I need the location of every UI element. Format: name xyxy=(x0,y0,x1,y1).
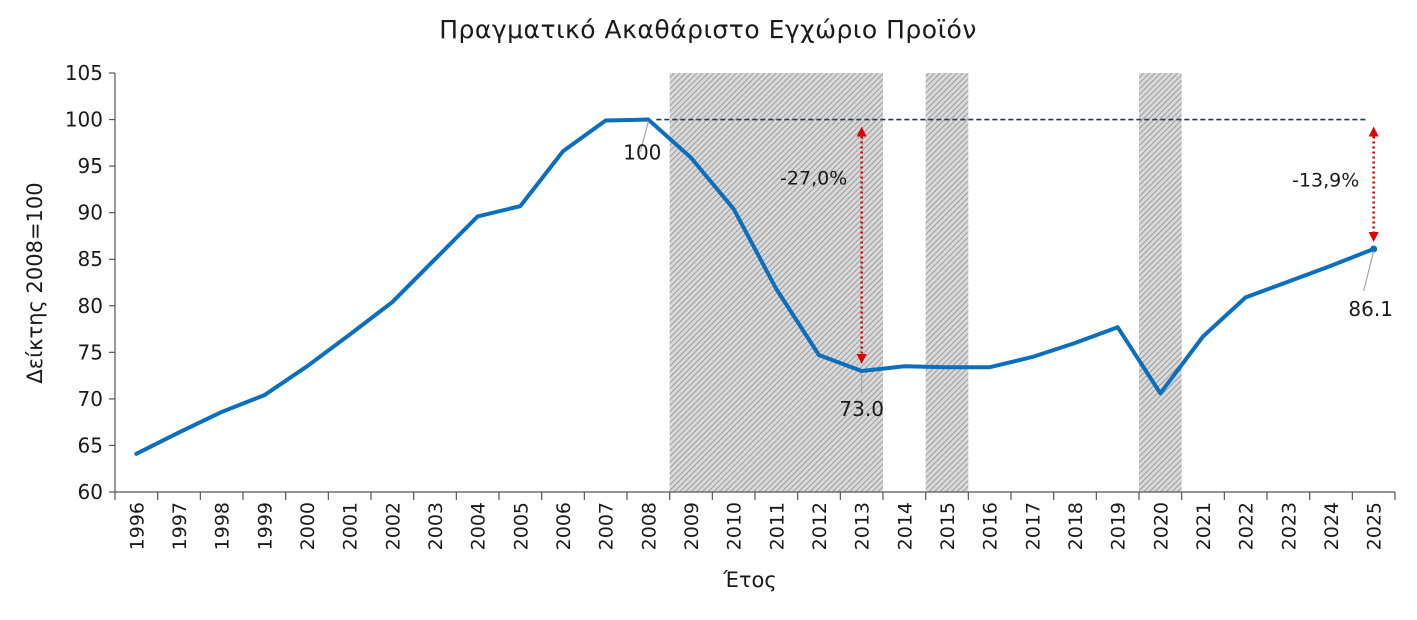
y-tick-label: 95 xyxy=(78,154,103,178)
point-label: 73.0 xyxy=(839,397,884,421)
x-tick-label: 1997 xyxy=(169,502,191,550)
x-tick-label: 2023 xyxy=(1278,502,1300,550)
change-label: -27,0% xyxy=(780,168,847,190)
x-tick-label: 1996 xyxy=(126,502,148,550)
point-label-leader xyxy=(639,121,649,152)
x-tick-label: 2020 xyxy=(1150,502,1172,550)
x-tick-label: 2001 xyxy=(340,502,362,550)
shaded-period-2 xyxy=(1139,73,1182,492)
x-tick-label: 2011 xyxy=(766,502,788,550)
x-tick-label: 1999 xyxy=(254,502,276,550)
change-label: -13,9% xyxy=(1292,170,1359,192)
x-tick-label: 2022 xyxy=(1236,502,1258,550)
y-tick-label: 70 xyxy=(78,387,103,411)
x-tick-label: 2017 xyxy=(1022,502,1044,550)
x-tick-label: 2000 xyxy=(297,502,319,550)
x-tick-label: 2005 xyxy=(510,502,532,550)
x-tick-label: 2007 xyxy=(596,502,618,550)
chart-title: Πραγματικό Ακαθάριστο Εγχώριο Προϊόν xyxy=(439,15,977,44)
y-tick-label: 65 xyxy=(78,433,103,457)
x-tick-label: 2021 xyxy=(1193,502,1215,550)
x-tick-label: 2012 xyxy=(809,502,831,550)
point-label-leader xyxy=(1363,250,1375,292)
y-tick-label: 75 xyxy=(78,340,103,364)
x-tick-label: 2019 xyxy=(1108,502,1130,550)
x-tick-label: 2025 xyxy=(1364,502,1386,550)
series-end-point xyxy=(1370,245,1378,253)
x-tick-label: 2024 xyxy=(1321,502,1343,550)
x-tick-label: 1998 xyxy=(212,502,234,550)
x-tick-label: 2015 xyxy=(937,502,959,550)
shaded-period-0 xyxy=(669,73,883,492)
x-tick-label: 2003 xyxy=(425,502,447,550)
axes: 60 65 70 75 80 85 90 95 100 105 1996 1997 1998 1999 20… xyxy=(65,61,1396,550)
point-label: 86.1 xyxy=(1348,297,1393,321)
x-tick-label: 2002 xyxy=(382,502,404,550)
y-axis-label: Δείκτης 2008=100 xyxy=(23,182,47,383)
annotations: 100 73.0 86.1 -27,0% -13,9% xyxy=(623,121,1393,421)
x-tick-label: 2010 xyxy=(724,502,746,550)
x-tick-label: 2008 xyxy=(638,502,660,550)
x-tick-label: 2016 xyxy=(980,502,1002,550)
y-tick-label: 90 xyxy=(78,201,103,225)
point-label: 100 xyxy=(623,141,661,165)
x-tick-label: 2013 xyxy=(852,502,874,550)
x-tick-label: 2004 xyxy=(468,502,490,550)
shaded-period-1 xyxy=(925,73,969,492)
x-axis-label: Έτος xyxy=(722,568,776,592)
series-line-0 xyxy=(134,117,1376,456)
x-tick-label: 2014 xyxy=(894,502,916,550)
x-tick-label: 2006 xyxy=(553,502,575,550)
series-group xyxy=(134,117,1378,456)
y-tick-label: 60 xyxy=(78,480,103,504)
y-tick-label: 85 xyxy=(78,247,103,271)
recession-shading xyxy=(669,73,1182,492)
y-tick-label: 80 xyxy=(78,294,103,318)
y-tick-label: 105 xyxy=(65,61,103,85)
y-tick-label: 100 xyxy=(65,108,103,132)
x-tick-label: 2009 xyxy=(681,502,703,550)
x-tick-label: 2018 xyxy=(1065,502,1087,550)
